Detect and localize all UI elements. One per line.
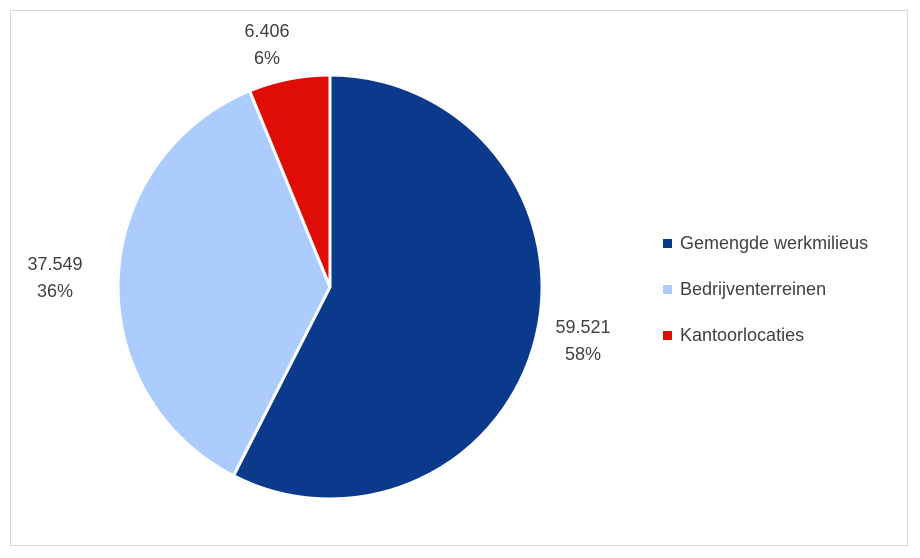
pie-slices bbox=[116, 73, 544, 501]
data-label-value-kantoorlocaties: 6.406 bbox=[244, 21, 289, 41]
legend-label-kantoorlocaties: Kantoorlocaties bbox=[680, 324, 805, 345]
legend-item-gemengde-werkmilieus: Gemengde werkmilieus bbox=[663, 232, 868, 254]
data-label-percent-gemengde-werkmilieus: 58% bbox=[565, 344, 601, 364]
data-label-percent-kantoorlocaties: 6% bbox=[254, 48, 280, 68]
data-label-percent-bedrijventerreinen: 36% bbox=[37, 281, 73, 301]
legend-label-gemengde-werkmilieus: Gemengde werkmilieus bbox=[680, 232, 869, 253]
legend-item-kantoorlocaties: Kantoorlocaties bbox=[663, 324, 868, 346]
legend-swatch-bedrijventerreinen bbox=[663, 284, 672, 294]
legend-item-bedrijventerreinen: Bedrijventerreinen bbox=[663, 278, 868, 300]
legend-swatch-kantoorlocaties bbox=[663, 330, 672, 340]
legend-label-bedrijventerreinen: Bedrijventerreinen bbox=[680, 278, 827, 299]
data-label-value-gemengde-werkmilieus: 59.521 bbox=[555, 317, 610, 337]
data-label-value-bedrijventerreinen: 37.549 bbox=[27, 254, 82, 274]
pie-slice-kantoorlocaties bbox=[248, 73, 332, 289]
legend-swatch-gemengde-werkmilieus bbox=[663, 238, 672, 248]
pie-data-labels: 59.521 58% 37.549 36% 6.406 6% bbox=[27, 21, 610, 364]
pie-slice-bedrijventerreinen bbox=[116, 89, 332, 478]
pie-slice-gemengde-werkmilieus bbox=[232, 73, 544, 501]
legend: Gemengde werkmilieus Bedrijventerreinen … bbox=[663, 232, 868, 370]
